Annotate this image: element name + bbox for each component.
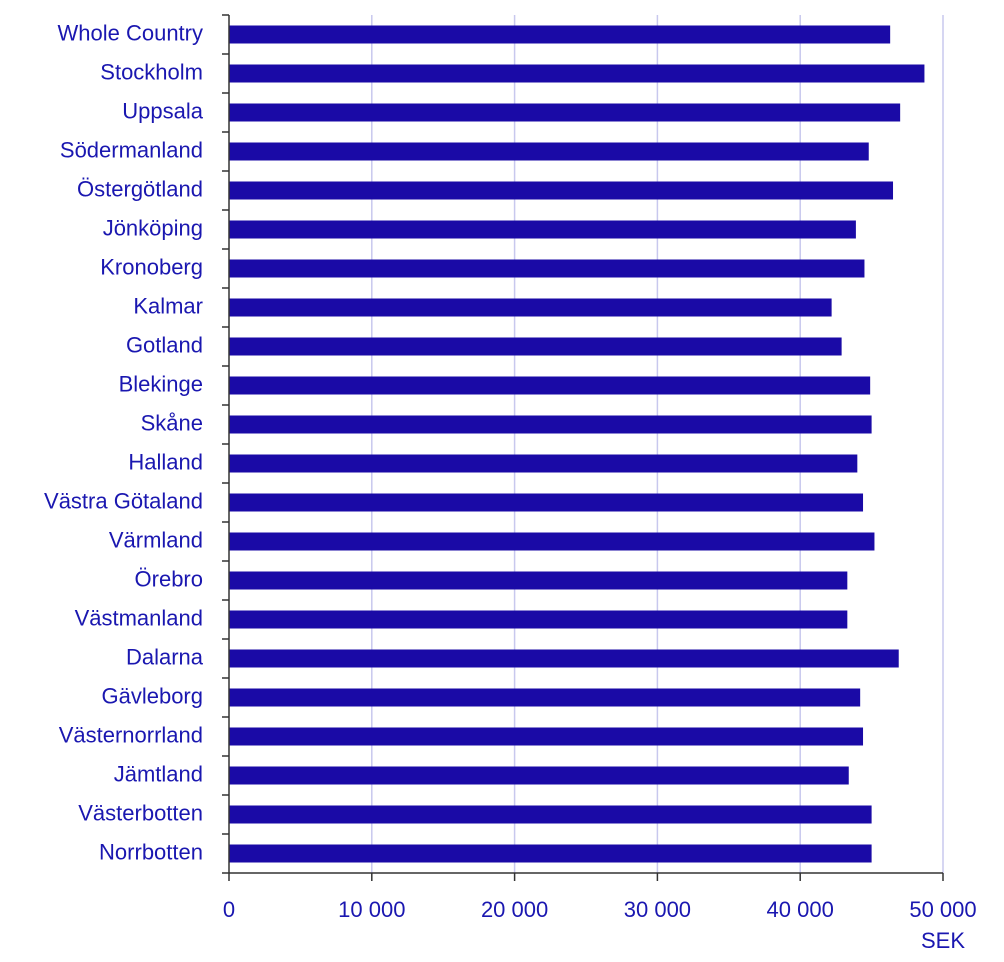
bar: [229, 727, 864, 746]
y-tick-label: Dalarna: [126, 644, 204, 669]
bar: [229, 532, 875, 551]
bar: [229, 337, 842, 356]
y-tick-label: Stockholm: [100, 59, 203, 84]
y-tick-label: Halland: [128, 449, 203, 474]
x-tick-label: 20 000: [481, 897, 548, 922]
bar: [229, 25, 891, 44]
bar: [229, 766, 849, 785]
x-tick-label: 40 000: [767, 897, 834, 922]
bar: [229, 103, 901, 122]
y-tick-label: Östergötland: [77, 176, 203, 201]
x-tick-label: 10 000: [338, 897, 405, 922]
y-tick-label: Jämtland: [114, 761, 203, 786]
y-tick-label: Kalmar: [133, 293, 203, 318]
bar: [229, 454, 858, 473]
bar: [229, 649, 899, 668]
bar: [229, 181, 894, 200]
bar: [229, 415, 872, 434]
x-tick-label: 30 000: [624, 897, 691, 922]
y-tick-label: Blekinge: [119, 371, 203, 396]
y-tick-label: Jönköping: [103, 215, 203, 240]
bar: [229, 142, 869, 161]
y-tick-label: Västernorrland: [59, 722, 203, 747]
y-tick-label: Skåne: [141, 410, 203, 435]
bar: [229, 376, 871, 395]
y-tick-label: Södermanland: [60, 137, 203, 162]
x-unit-label: SEK: [921, 928, 965, 953]
bar: [229, 844, 872, 863]
x-tick-label: 0: [223, 897, 235, 922]
y-tick-label: Västmanland: [75, 605, 203, 630]
y-tick-label: Värmland: [109, 527, 203, 552]
y-tick-label: Whole Country: [57, 20, 203, 45]
y-tick-label: Västra Götaland: [44, 488, 203, 513]
bar: [229, 220, 856, 239]
bar: [229, 493, 864, 512]
y-tick-label: Norrbotten: [99, 839, 203, 864]
y-tick-label: Västerbotten: [78, 800, 203, 825]
bar: [229, 64, 925, 83]
bar: [229, 571, 848, 590]
y-tick-label: Gotland: [126, 332, 203, 357]
y-tick-label: Uppsala: [122, 98, 203, 123]
bar: [229, 688, 861, 707]
bar: [229, 298, 832, 317]
x-tick-label: 50 000: [909, 897, 976, 922]
y-tick-label: Örebro: [135, 566, 203, 591]
bar: [229, 259, 865, 278]
y-tick-label: Kronoberg: [100, 254, 203, 279]
bar: [229, 805, 872, 824]
y-tick-label: Gävleborg: [101, 683, 203, 708]
bar: [229, 610, 848, 629]
